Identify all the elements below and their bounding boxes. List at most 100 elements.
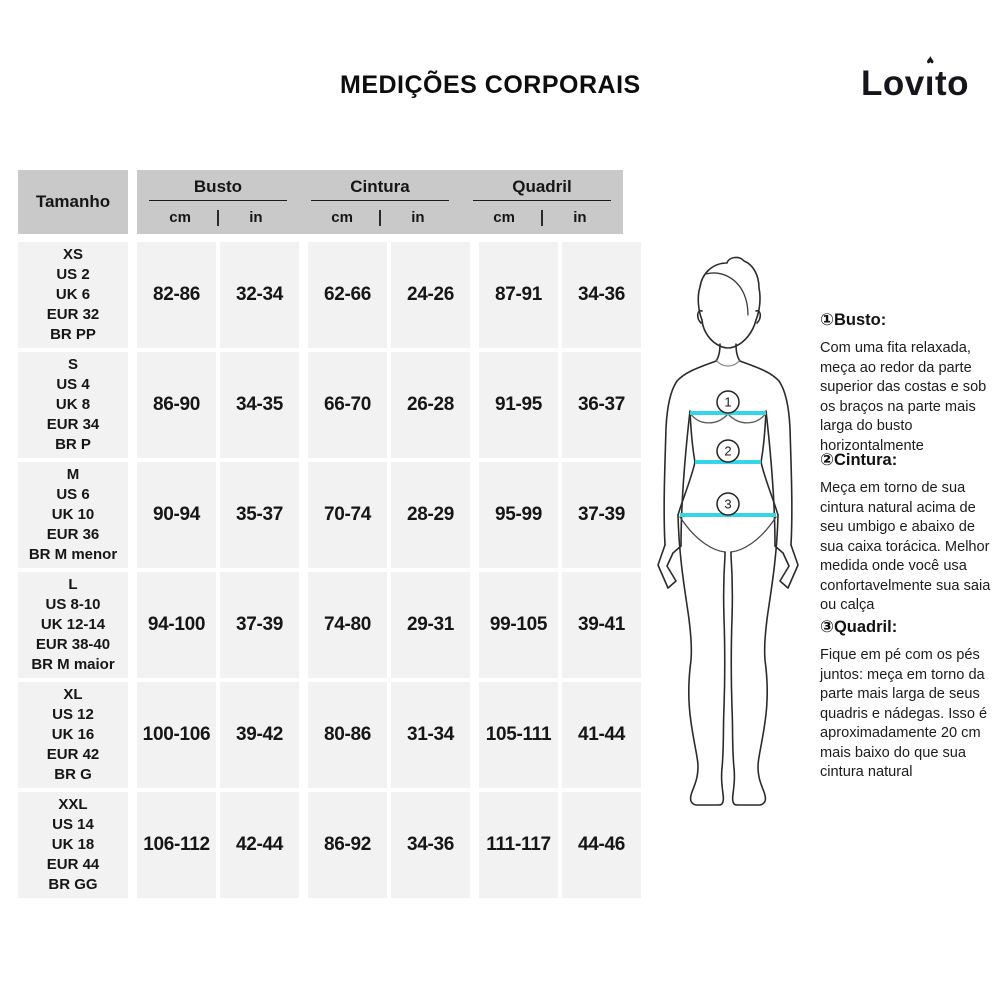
size-cell: S US 4 UK 8 EUR 34 BR P: [18, 352, 128, 458]
value-cell: 95-99: [479, 462, 558, 568]
unit-divider: [541, 209, 543, 226]
instruction-quadril: ③Quadril: Fique em pé com os pés juntos:…: [820, 617, 994, 783]
unit-divider: [217, 209, 219, 226]
neck-left: [715, 343, 721, 362]
quadril-label: Quadril: [512, 177, 572, 196]
header-rule: [311, 200, 449, 201]
value-cell: 105-111: [479, 682, 558, 788]
body-figure: 1 2 3: [645, 250, 815, 830]
cintura-unit-cm: cm: [331, 209, 353, 226]
right-arm-inner: [765, 410, 776, 547]
brief-left: [679, 516, 726, 553]
marker-3-number: 3: [724, 497, 731, 512]
marker-3-circle: [716, 492, 740, 516]
value-cell: 42-44: [220, 792, 299, 898]
value-cell: 31-34: [391, 682, 470, 788]
value-cell: 87-91: [479, 242, 558, 348]
value-cell: 39-42: [220, 682, 299, 788]
table-row: S US 4 UK 8 EUR 34 BR P 86-90 34-35 66-70 26…: [18, 352, 641, 458]
marker-2-circle: [716, 439, 740, 463]
instruction-quadril-title: ③Quadril:: [820, 618, 898, 636]
left-ear: [696, 309, 703, 324]
logo-heart-icon: ♥: [925, 53, 934, 68]
table-row: L US 8-10 UK 12-14 EUR 38-40 BR M maior 9…: [18, 572, 641, 678]
marker-1-circle: [716, 390, 740, 414]
value-cell: 32-34: [220, 242, 299, 348]
value-cell: 94-100: [137, 572, 216, 678]
logo-text-post: to: [934, 64, 970, 103]
value-cell: 37-39: [562, 462, 641, 568]
value-cell: 90-94: [137, 462, 216, 568]
busto-unit-in: in: [249, 209, 263, 226]
value-cell: 74-80: [308, 572, 387, 678]
instruction-busto-body: Com uma fita relaxada, meça ao redor da …: [820, 340, 987, 454]
header-rule: [473, 200, 611, 201]
value-cell: 100-106: [137, 682, 216, 788]
value-cell: 106-112: [137, 792, 216, 898]
value-cell: 66-70: [308, 352, 387, 458]
left-arm-outer: [663, 360, 717, 546]
value-cell: 36-37: [562, 352, 641, 458]
right-ear: [755, 309, 762, 324]
hair-sweep: [705, 272, 749, 316]
table-row: XXL US 14 UK 18 EUR 44 BR GG 106-112 42-44…: [18, 792, 641, 898]
value-cell: 34-36: [562, 242, 641, 348]
size-cell: XS US 2 UK 6 EUR 32 BR PP: [18, 242, 128, 348]
left-leg: [677, 514, 726, 806]
busto-label: Busto: [193, 177, 243, 196]
left-arm-inner: [680, 410, 691, 547]
value-cell: 91-95: [479, 352, 558, 458]
instruction-busto-title: ①Busto:: [820, 311, 887, 329]
instruction-cintura-title: ②Cintura:: [820, 451, 898, 469]
instruction-cintura-body: Meça em torno de sua cintura natural aci…: [820, 480, 991, 613]
page-title: MEDIÇÕES CORPORAIS: [340, 71, 641, 99]
table-header-row: Tamanho Busto cm in Cintura cm in: [18, 170, 641, 234]
measurement-table: Tamanho Busto cm in Cintura cm in: [18, 170, 641, 902]
value-cell: 24-26: [391, 242, 470, 348]
quadril-column-header: Quadril cm in: [461, 170, 623, 234]
head-outline: [697, 256, 761, 321]
right-hand: [774, 544, 799, 589]
size-cell: XXL US 14 UK 18 EUR 44 BR GG: [18, 792, 128, 898]
marker-1-number: 1: [724, 395, 731, 410]
size-column-header: Tamanho: [18, 170, 128, 234]
cintura-label: Cintura: [350, 177, 410, 196]
left-hand: [657, 544, 682, 589]
value-cell: 80-86: [308, 682, 387, 788]
size-cell: L US 8-10 UK 12-14 EUR 38-40 BR M maior: [18, 572, 128, 678]
quadril-unit-in: in: [573, 209, 587, 226]
value-cell: 39-41: [562, 572, 641, 678]
table-row: XL US 12 UK 16 EUR 42 BR G 100-106 39-42 80…: [18, 682, 641, 788]
value-cell: 35-37: [220, 462, 299, 568]
right-leg: [730, 514, 779, 806]
value-cell: 86-90: [137, 352, 216, 458]
table-row: M US 6 UK 10 EUR 36 BR M menor 90-94 35-37…: [18, 462, 641, 568]
table-row: XS US 2 UK 6 EUR 32 BR PP 82-86 32-34 62-66…: [18, 242, 641, 348]
value-cell: 86-92: [308, 792, 387, 898]
jaw-chin: [701, 319, 757, 349]
value-cell: 34-36: [391, 792, 470, 898]
instruction-quadril-body: Fique em pé com os pés juntos: meça em t…: [820, 647, 988, 780]
logo-text-pre: Lov: [861, 64, 925, 103]
left-torso-side: [677, 410, 696, 516]
value-cell: 70-74: [308, 462, 387, 568]
quadril-unit-cm: cm: [493, 209, 515, 226]
header-rule: [149, 200, 287, 201]
busto-unit-cm: cm: [169, 209, 191, 226]
right-arm-outer: [739, 360, 793, 546]
size-cell: XL US 12 UK 16 EUR 42 BR G: [18, 682, 128, 788]
unit-divider: [379, 209, 381, 226]
collar-line: [715, 359, 741, 367]
instruction-busto: ①Busto: Com uma fita relaxada, meça ao r…: [820, 310, 994, 456]
value-cell: 44-46: [562, 792, 641, 898]
value-cell: 111-117: [479, 792, 558, 898]
cintura-unit-in: in: [411, 209, 425, 226]
bust-curves: [689, 412, 767, 424]
value-cell: 26-28: [391, 352, 470, 458]
value-cell: 82-86: [137, 242, 216, 348]
marker-2-number: 2: [724, 444, 731, 459]
instruction-cintura: ②Cintura: Meça em torno de sua cintura n…: [820, 450, 994, 616]
logo-text-i: ı: [924, 64, 935, 103]
busto-column-header: Busto cm in: [137, 170, 299, 234]
